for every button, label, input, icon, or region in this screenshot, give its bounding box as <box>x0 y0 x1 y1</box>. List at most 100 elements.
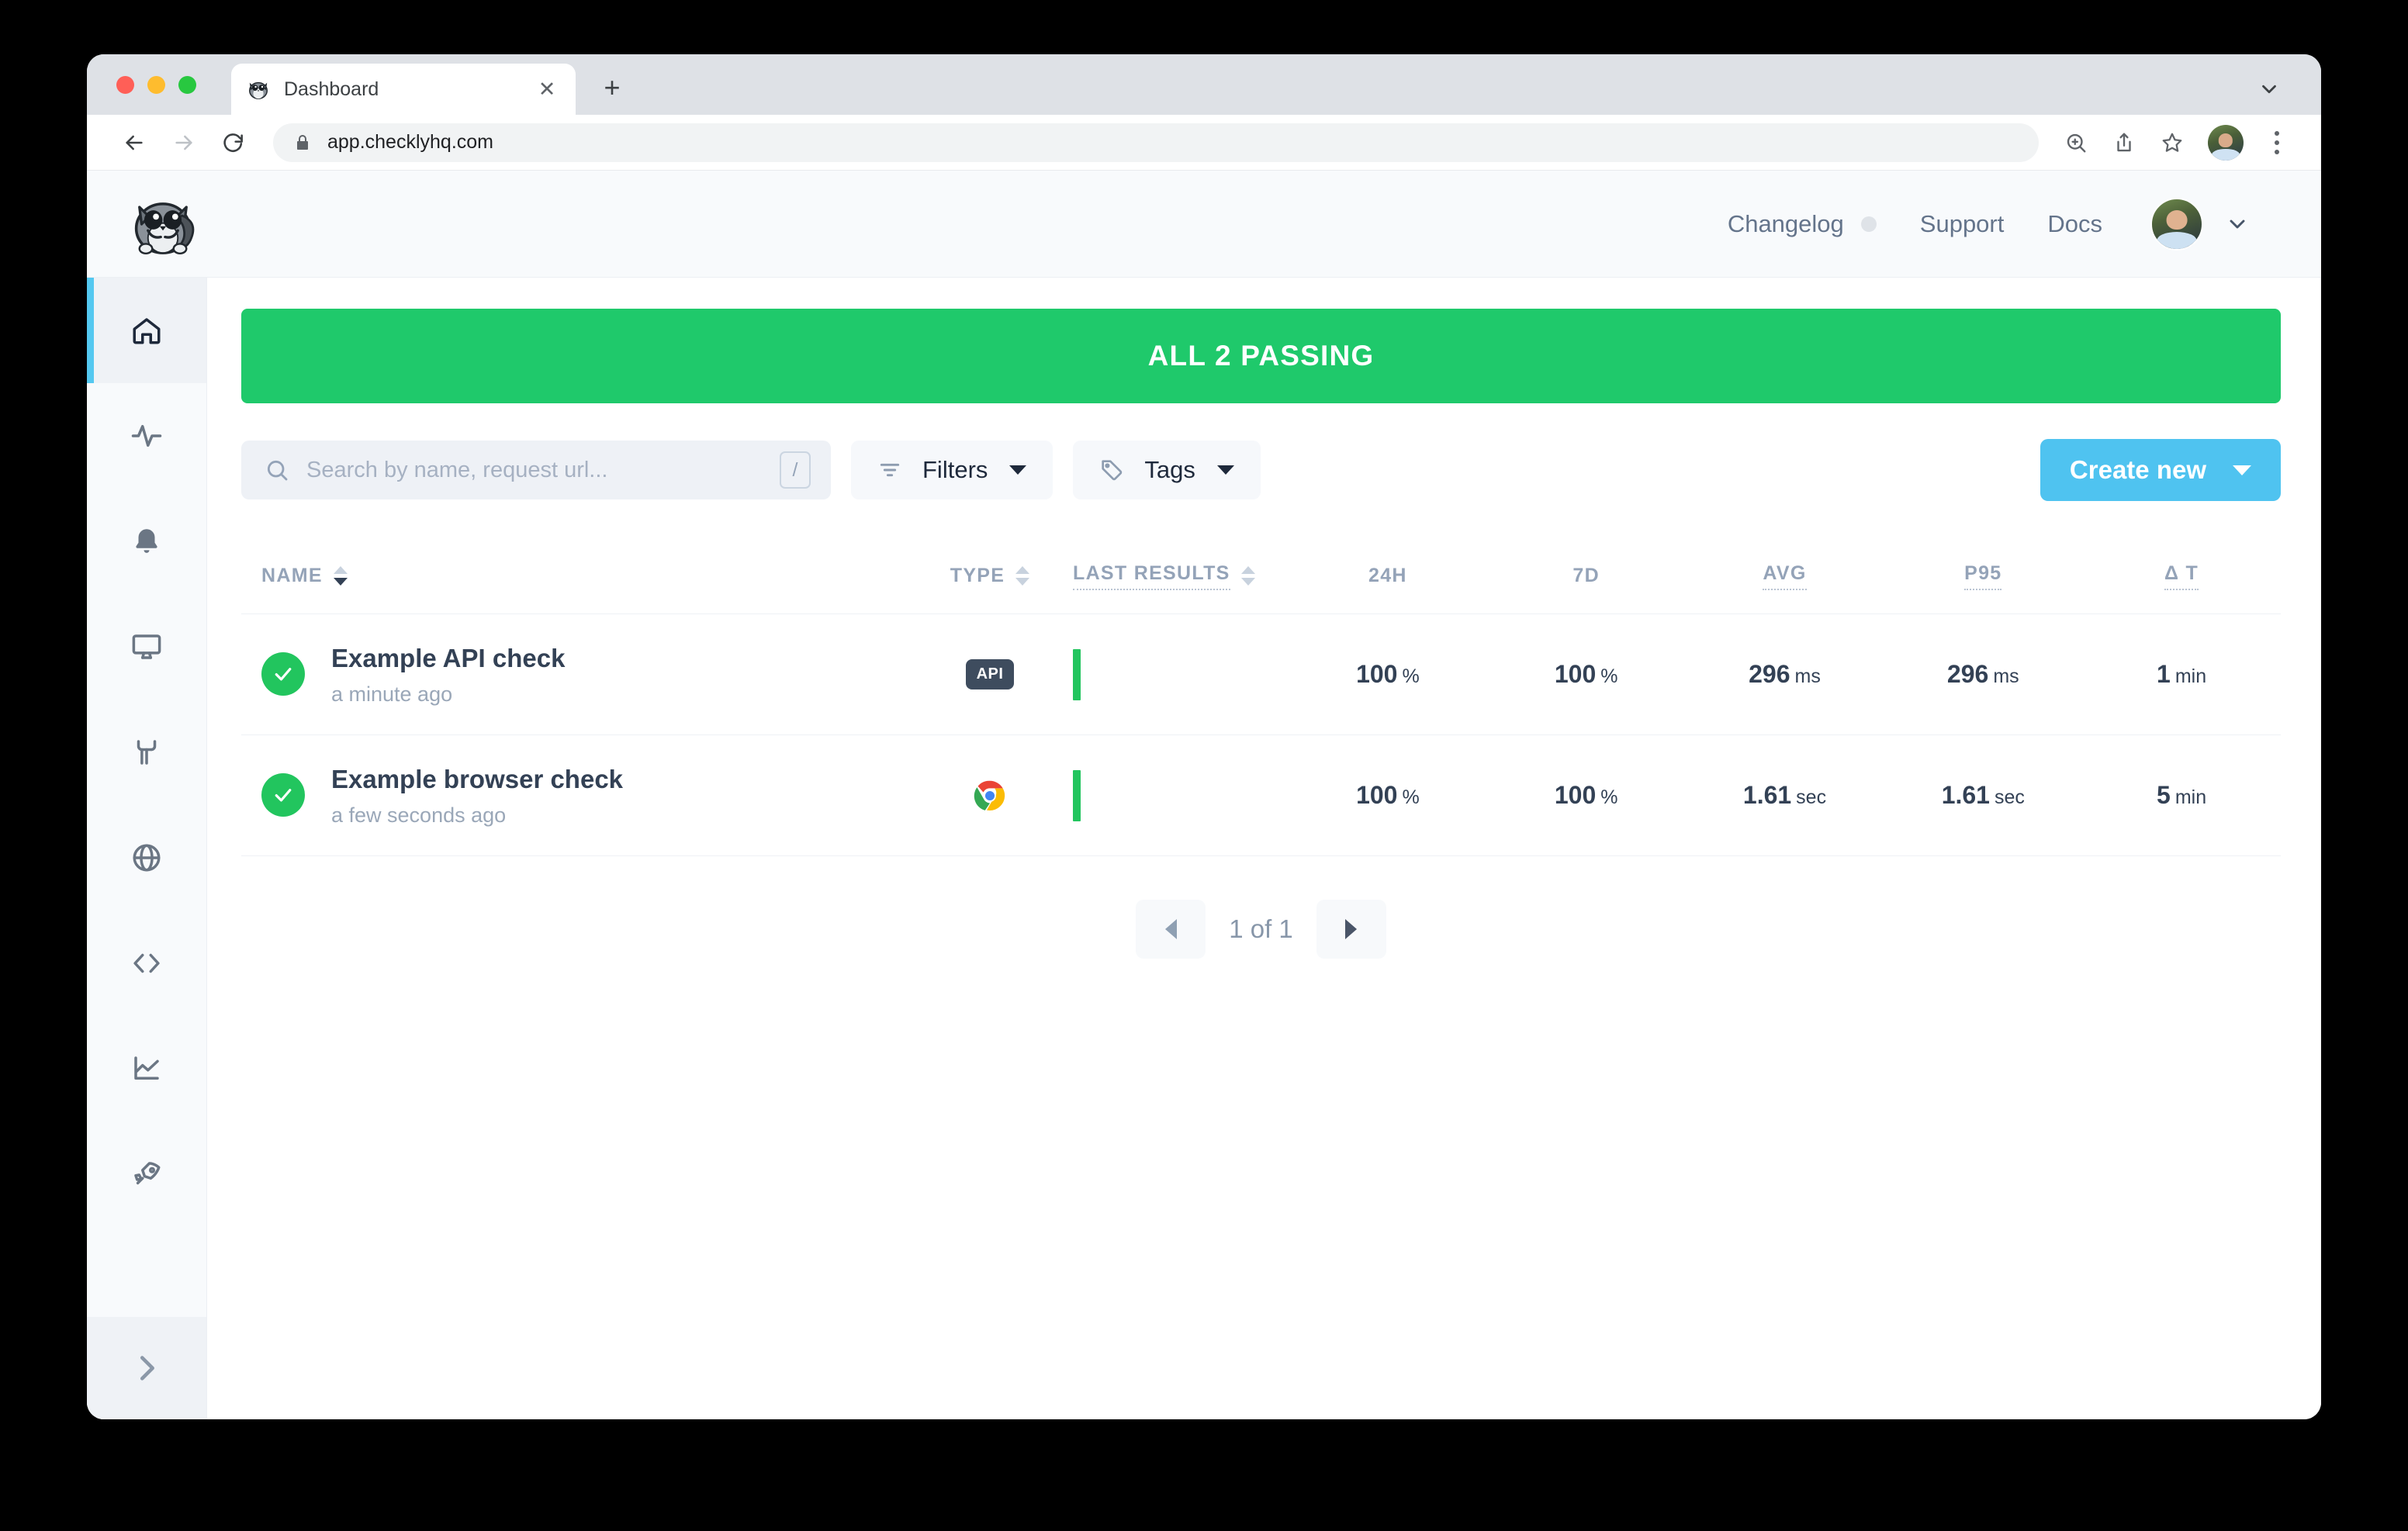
sidebar-item-reports[interactable] <box>87 1016 206 1121</box>
status-banner[interactable]: ALL 2 PASSING <box>241 309 2281 403</box>
filters-button[interactable]: Filters <box>851 441 1054 499</box>
metric-delta-t-unit: min <box>2174 786 2207 808</box>
zoom-in-icon[interactable] <box>2056 123 2096 163</box>
tags-label: Tags <box>1144 456 1195 483</box>
rocket-icon <box>134 1162 161 1185</box>
chevron-right-icon <box>140 1356 154 1381</box>
back-icon[interactable] <box>113 122 155 164</box>
metric-delta-t-unit: min <box>2174 665 2207 687</box>
metric-avg-cell: 296 ms <box>1686 660 1884 689</box>
browser-window: Dashboard ✕ + app.checklyhq.com <box>87 54 2321 1419</box>
check-circle-icon <box>261 773 305 817</box>
metric-avg: 296 ms <box>1749 660 1821 689</box>
close-tab-icon[interactable]: ✕ <box>538 77 556 101</box>
tags-button[interactable]: Tags <box>1073 441 1261 499</box>
column-header-name[interactable]: NAME <box>241 565 924 587</box>
pulse-icon <box>131 425 162 447</box>
result-bar[interactable] <box>1073 648 1081 700</box>
bookmark-star-icon[interactable] <box>2152 123 2192 163</box>
column-label-24h: 24H <box>1368 565 1407 586</box>
metric-7d-value: 100 <box>1554 781 1597 809</box>
app-body: ALL 2 PASSING Search by name, request ur… <box>87 278 2321 1419</box>
tab-list-chevron-down-icon[interactable] <box>2258 78 2281 105</box>
metric-avg: 1.61 sec <box>1743 781 1826 810</box>
user-menu-chevron-down-icon[interactable] <box>2225 212 2250 237</box>
column-header-last-results[interactable]: LAST RESULTS <box>1056 562 1289 590</box>
sidebar-item-home[interactable] <box>87 278 206 383</box>
metric-7d: 100% <box>1555 660 1618 689</box>
column-header-type[interactable]: TYPE <box>924 565 1056 587</box>
metric-7d-unit: % <box>1600 665 1618 687</box>
sidebar-item-alerts[interactable] <box>87 489 206 594</box>
share-icon[interactable] <box>2104 123 2144 163</box>
api-badge: API <box>965 659 1015 689</box>
sidebar-expand-button[interactable] <box>87 1317 206 1419</box>
browser-tab[interactable]: Dashboard ✕ <box>231 64 576 115</box>
check-last-run-time: a minute ago <box>331 683 453 707</box>
check-name-wrap: Example API check a minute ago <box>331 642 565 707</box>
header-link-docs[interactable]: Docs <box>2047 209 2102 237</box>
metric-avg-cell: 1.61 sec <box>1686 781 1884 810</box>
column-header-avg: AVG <box>1686 562 1884 590</box>
search-icon <box>265 458 289 482</box>
user-avatar[interactable] <box>2150 197 2203 251</box>
metric-7d-value: 100 <box>1554 660 1597 688</box>
sidebar-item-maintenance[interactable] <box>87 700 206 805</box>
metric-24h-cell: 100% <box>1289 660 1487 689</box>
sidebar-item-deployments[interactable] <box>87 1121 206 1227</box>
sidebar-item-activity[interactable] <box>87 383 206 489</box>
tag-icon <box>1099 458 1124 482</box>
forward-icon[interactable] <box>163 122 205 164</box>
new-tab-button[interactable]: + <box>604 71 621 103</box>
table-row[interactable]: Example API check a minute ago API 100% <box>241 614 2281 735</box>
browser-toolbar-icons <box>2056 123 2295 163</box>
filters-chevron-down-icon <box>1009 465 1027 475</box>
checks-table: NAME TYPE LAST RESULTS 24H <box>241 538 2281 856</box>
checkly-raccoon-logo-icon[interactable] <box>127 188 199 260</box>
column-label-name: NAME <box>261 565 323 586</box>
app-header: Changelog Support Docs <box>87 171 2321 278</box>
line-chart-icon <box>134 1056 159 1080</box>
next-page-button[interactable] <box>1316 900 1386 959</box>
search-placeholder: Search by name, request url... <box>306 457 608 482</box>
address-bar-url: app.checklyhq.com <box>327 131 494 153</box>
check-circle-icon <box>261 652 305 696</box>
result-bar[interactable] <box>1073 769 1081 821</box>
sort-toggle-name[interactable] <box>333 566 348 586</box>
prev-page-button[interactable] <box>1136 900 1206 959</box>
header-link-support[interactable]: Support <box>1919 209 2005 237</box>
sidebar-item-code[interactable] <box>87 911 206 1016</box>
filters-label: Filters <box>922 456 988 483</box>
metric-p95-cell: 1.61 sec <box>1884 781 2082 810</box>
metric-7d-unit: % <box>1600 786 1618 808</box>
browser-tab-strip: Dashboard ✕ + <box>87 54 2321 115</box>
maximize-window-button[interactable] <box>178 76 196 94</box>
sidebar-item-dashboards[interactable] <box>87 594 206 700</box>
globe-icon <box>133 844 161 872</box>
header-nav: Changelog Support Docs <box>1684 197 2250 251</box>
metric-24h-unit: % <box>1402 665 1420 687</box>
sidebar-item-locations[interactable] <box>87 805 206 911</box>
sort-toggle-last-results[interactable] <box>1240 566 1255 586</box>
minimize-window-button[interactable] <box>147 76 165 94</box>
table-row[interactable]: Example browser check a few seconds ago <box>241 735 2281 856</box>
search-input[interactable]: Search by name, request url... / <box>241 441 831 499</box>
address-bar[interactable]: app.checklyhq.com <box>273 123 2039 162</box>
changelog-status-dot <box>1860 216 1877 232</box>
checkly-app: Changelog Support Docs <box>87 171 2321 1419</box>
create-new-button[interactable]: Create new <box>2040 439 2281 501</box>
close-window-button[interactable] <box>116 76 134 94</box>
reload-icon[interactable] <box>213 122 254 164</box>
three-dot-menu-icon[interactable] <box>2259 123 2295 163</box>
check-name-cell: Example browser check a few seconds ago <box>241 763 924 828</box>
column-label-7d: 7D <box>1572 565 1600 586</box>
metric-delta-t-cell: 1 min <box>2082 660 2281 689</box>
sort-toggle-type[interactable] <box>1015 566 1030 586</box>
bell-icon <box>136 529 157 553</box>
sidebar <box>87 278 207 1419</box>
browser-profile-avatar[interactable] <box>2208 124 2244 161</box>
header-link-changelog[interactable]: Changelog <box>1727 209 1844 237</box>
metric-7d-cell: 100% <box>1487 781 1686 810</box>
filter-icon <box>877 458 902 482</box>
pagination: 1 of 1 <box>241 900 2281 959</box>
